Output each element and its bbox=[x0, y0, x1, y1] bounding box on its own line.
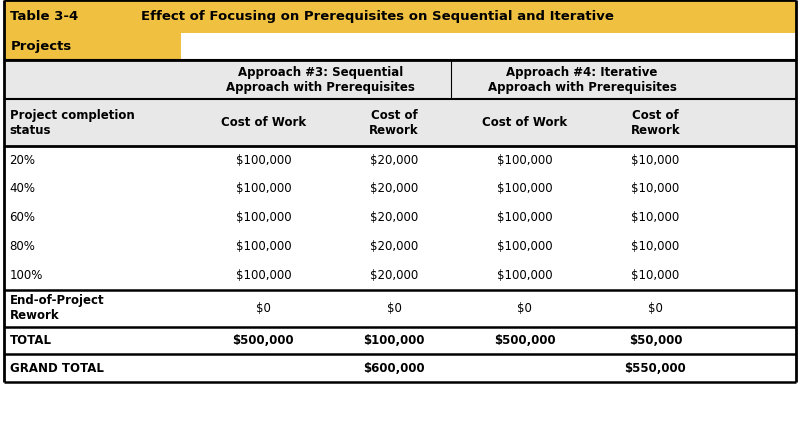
Text: 40%: 40% bbox=[10, 183, 36, 195]
Text: GRAND TOTAL: GRAND TOTAL bbox=[10, 362, 103, 375]
Text: $100,000: $100,000 bbox=[497, 183, 553, 195]
Text: $500,000: $500,000 bbox=[233, 334, 294, 347]
Text: Effect of Focusing on Prerequisites on Sequential and Iterative: Effect of Focusing on Prerequisites on S… bbox=[141, 10, 614, 23]
Bar bbox=[4, 327, 796, 354]
Text: $100,000: $100,000 bbox=[235, 211, 291, 224]
Text: Approach #3: Sequential
Approach with Prerequisites: Approach #3: Sequential Approach with Pr… bbox=[226, 65, 415, 94]
Bar bbox=[4, 203, 796, 232]
Text: $0: $0 bbox=[386, 302, 402, 315]
Text: End-of-Project
Rework: End-of-Project Rework bbox=[10, 294, 104, 322]
Text: Project completion
status: Project completion status bbox=[10, 109, 134, 137]
Text: Cost of Work: Cost of Work bbox=[482, 116, 567, 129]
Text: 100%: 100% bbox=[10, 269, 43, 282]
Text: $0: $0 bbox=[518, 302, 532, 315]
Text: Projects: Projects bbox=[10, 40, 72, 53]
Text: Cost of Work: Cost of Work bbox=[221, 116, 306, 129]
Text: $10,000: $10,000 bbox=[631, 183, 679, 195]
Text: $100,000: $100,000 bbox=[235, 240, 291, 253]
Bar bbox=[4, 175, 796, 203]
Text: Cost of
Rework: Cost of Rework bbox=[630, 109, 680, 137]
Text: 60%: 60% bbox=[10, 211, 36, 224]
Text: $100,000: $100,000 bbox=[363, 334, 425, 347]
Text: Cost of
Rework: Cost of Rework bbox=[370, 109, 419, 137]
Text: $10,000: $10,000 bbox=[631, 240, 679, 253]
Text: $500,000: $500,000 bbox=[494, 334, 555, 347]
Text: $20,000: $20,000 bbox=[370, 240, 418, 253]
Text: $20,000: $20,000 bbox=[370, 154, 418, 167]
Text: $100,000: $100,000 bbox=[497, 211, 553, 224]
Bar bbox=[4, 261, 796, 290]
Text: $50,000: $50,000 bbox=[629, 334, 682, 347]
Text: $100,000: $100,000 bbox=[497, 269, 553, 282]
Text: Table 3-4: Table 3-4 bbox=[10, 10, 78, 23]
Text: Approach #4: Iterative
Approach with Prerequisites: Approach #4: Iterative Approach with Pre… bbox=[488, 65, 677, 94]
Bar bbox=[4, 60, 796, 99]
Text: $20,000: $20,000 bbox=[370, 183, 418, 195]
Text: $100,000: $100,000 bbox=[497, 154, 553, 167]
Text: $20,000: $20,000 bbox=[370, 211, 418, 224]
Text: 80%: 80% bbox=[10, 240, 35, 253]
Bar bbox=[4, 354, 796, 382]
Text: TOTAL: TOTAL bbox=[10, 334, 51, 347]
Bar bbox=[4, 146, 796, 175]
Text: $20,000: $20,000 bbox=[370, 269, 418, 282]
Bar bbox=[181, 33, 796, 60]
Text: $100,000: $100,000 bbox=[235, 183, 291, 195]
Bar bbox=[4, 0, 796, 60]
Text: $10,000: $10,000 bbox=[631, 154, 679, 167]
Text: $100,000: $100,000 bbox=[235, 269, 291, 282]
Text: $10,000: $10,000 bbox=[631, 269, 679, 282]
Bar bbox=[4, 290, 796, 327]
Text: $100,000: $100,000 bbox=[235, 154, 291, 167]
Text: $100,000: $100,000 bbox=[497, 240, 553, 253]
Text: 20%: 20% bbox=[10, 154, 36, 167]
Text: $0: $0 bbox=[256, 302, 271, 315]
Text: $550,000: $550,000 bbox=[625, 362, 686, 375]
Bar bbox=[4, 232, 796, 261]
Bar bbox=[4, 99, 796, 146]
Text: $10,000: $10,000 bbox=[631, 211, 679, 224]
Text: $0: $0 bbox=[648, 302, 663, 315]
Text: $600,000: $600,000 bbox=[363, 362, 425, 375]
